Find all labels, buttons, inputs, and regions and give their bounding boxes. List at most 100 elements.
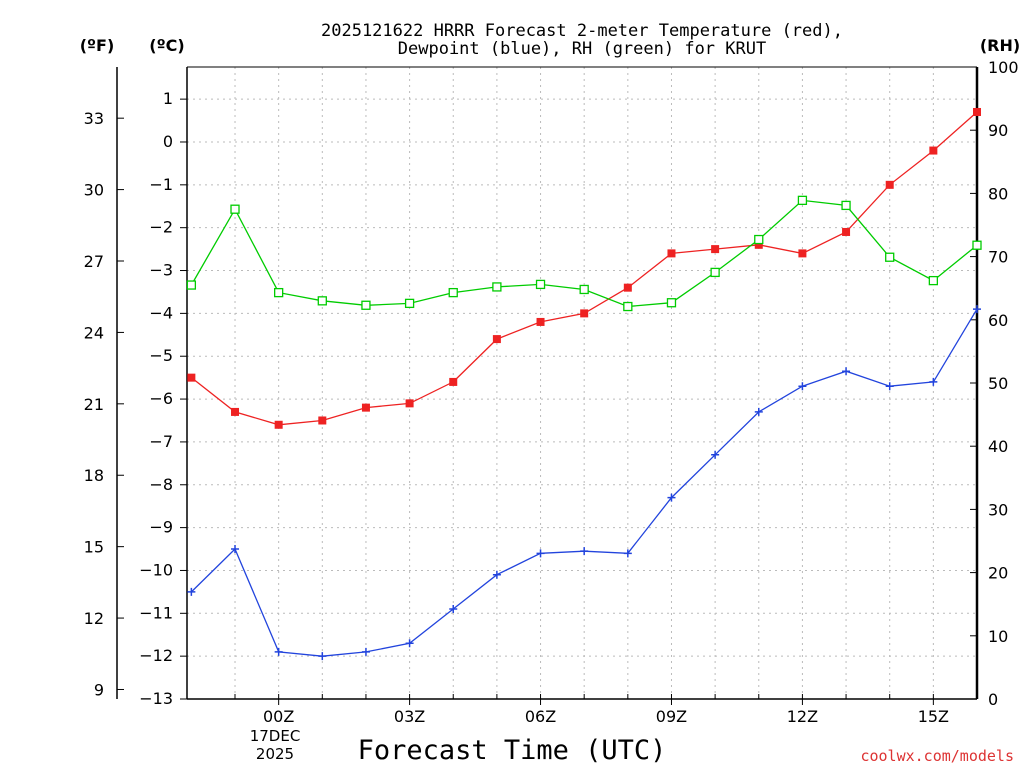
rh-point [972,240,982,250]
2-meter-temperature-point [973,107,981,116]
2-meter-temperature-point [711,245,720,254]
watermark: coolwx.com/models [860,747,1014,765]
rh-point [710,267,720,278]
rh-point [448,287,458,298]
dewpoint-point [973,305,981,314]
x-tick-label: 09Z [656,707,687,726]
rh-point [841,200,851,211]
2-meter-temperature-point [449,377,458,386]
celsius-tick-label: −9 [149,518,173,537]
date-label-year: 2025 [256,745,294,763]
celsius-tick-label: −11 [139,603,173,622]
dewpoint-point [623,549,632,558]
rh-tick-label: 30 [988,500,1008,519]
dewpoint-point [449,605,458,614]
celsius-tick-label: −6 [149,389,173,408]
celsius-tick-label: −2 [149,218,173,237]
rh-point [274,287,284,298]
fahrenheit-tick-label: 12 [84,609,104,628]
celsius-tick-label: −8 [149,475,173,494]
fahrenheit-tick-label: 15 [84,538,104,557]
x-tick-label: 03Z [394,707,425,726]
rh-point [186,280,197,290]
rh-tick-label: 70 [988,248,1008,267]
2-meter-temperature-point [842,227,851,236]
2-meter-temperature-point [405,399,414,408]
rh-tick-label: 80 [988,184,1008,203]
dewpoint-point [274,647,283,656]
fahrenheit-unit-label: (ºF) [80,36,115,55]
celsius-tick-label: 0 [163,132,173,151]
2-meter-temperature-point [667,249,676,258]
axes: 10−1−2−3−4−5−6−7−8−9−10−11−12−1333302724… [84,58,1019,726]
2-meter-temperature-point [623,283,632,292]
dewpoint-point [405,639,414,648]
fahrenheit-tick-label: 9 [94,680,104,699]
rh-point [535,279,546,290]
dewpoint-point [754,407,763,416]
2-meter-temperature-point [318,416,327,425]
rh-point [666,298,677,308]
celsius-unit-label: (ºC) [149,36,184,55]
rh-point [361,300,371,310]
x-tick-label: 00Z [263,707,294,726]
series-layer [186,107,982,661]
2-meter-temperature-point [798,249,807,258]
fahrenheit-tick-label: 30 [84,181,104,200]
fahrenheit-tick-label: 33 [84,109,104,128]
fahrenheit-tick-label: 24 [84,323,104,342]
2-meter-temperature-point [885,180,894,189]
rh-point [623,301,633,312]
rh-tick-label: 20 [988,564,1008,583]
dewpoint-point [187,587,196,596]
dewpoint-point [798,382,807,391]
celsius-tick-label: 1 [163,89,173,108]
rh-point [579,284,589,295]
fahrenheit-tick-label: 21 [84,395,104,414]
dewpoint-point [842,367,851,376]
2-meter-temperature-point [187,373,196,382]
celsius-tick-label: −4 [149,303,173,322]
chart-title-line2: Dewpoint (blue), RH (green) for KRUT [398,39,766,59]
dewpoint-point [667,493,676,502]
celsius-tick-label: −5 [149,346,173,365]
2-meter-temperature-point [754,240,763,249]
dewpoint-point [711,450,720,459]
dewpoint-point [318,652,327,661]
x-tick-label: 12Z [787,707,818,726]
rh-tick-label: 90 [988,121,1008,140]
2-meter-temperature-point [274,420,283,429]
celsius-tick-label: −1 [149,175,173,194]
rh-point [317,296,327,306]
rh-tick-label: 0 [988,690,998,709]
rh-point [492,282,502,292]
rh-point [230,204,240,214]
dewpoint-point [536,549,545,558]
2-meter-temperature-point [231,407,240,416]
rh-point [928,275,939,286]
dewpoint-point [929,377,938,386]
x-axis-label: Forecast Time (UTC) [358,735,667,766]
rh-tick-label: 40 [988,437,1008,456]
rh-tick-label: 60 [988,311,1008,330]
fahrenheit-tick-label: 18 [84,466,104,485]
x-tick-label: 06Z [525,707,556,726]
2-meter-temperature-point [580,309,589,318]
dewpoint-point [492,570,501,579]
2-meter-temperature-point [929,146,938,155]
chart-title-line1: 2025121622 HRRR Forecast 2-meter Tempera… [321,21,843,41]
rh-point [404,298,415,309]
fahrenheit-tick-label: 27 [84,252,104,271]
gridlines [187,67,977,700]
celsius-tick-label: −13 [139,689,173,708]
rh-tick-label: 100 [988,58,1019,77]
celsius-tick-label: −3 [149,261,173,280]
rh-tick-label: 10 [988,627,1008,646]
date-label-day: 17DEC [250,727,301,745]
celsius-tick-label: −7 [149,432,173,451]
rh-point [797,195,808,206]
x-tick-label: 15Z [918,707,949,726]
celsius-tick-label: −10 [139,560,173,579]
dewpoint-point [231,545,240,554]
